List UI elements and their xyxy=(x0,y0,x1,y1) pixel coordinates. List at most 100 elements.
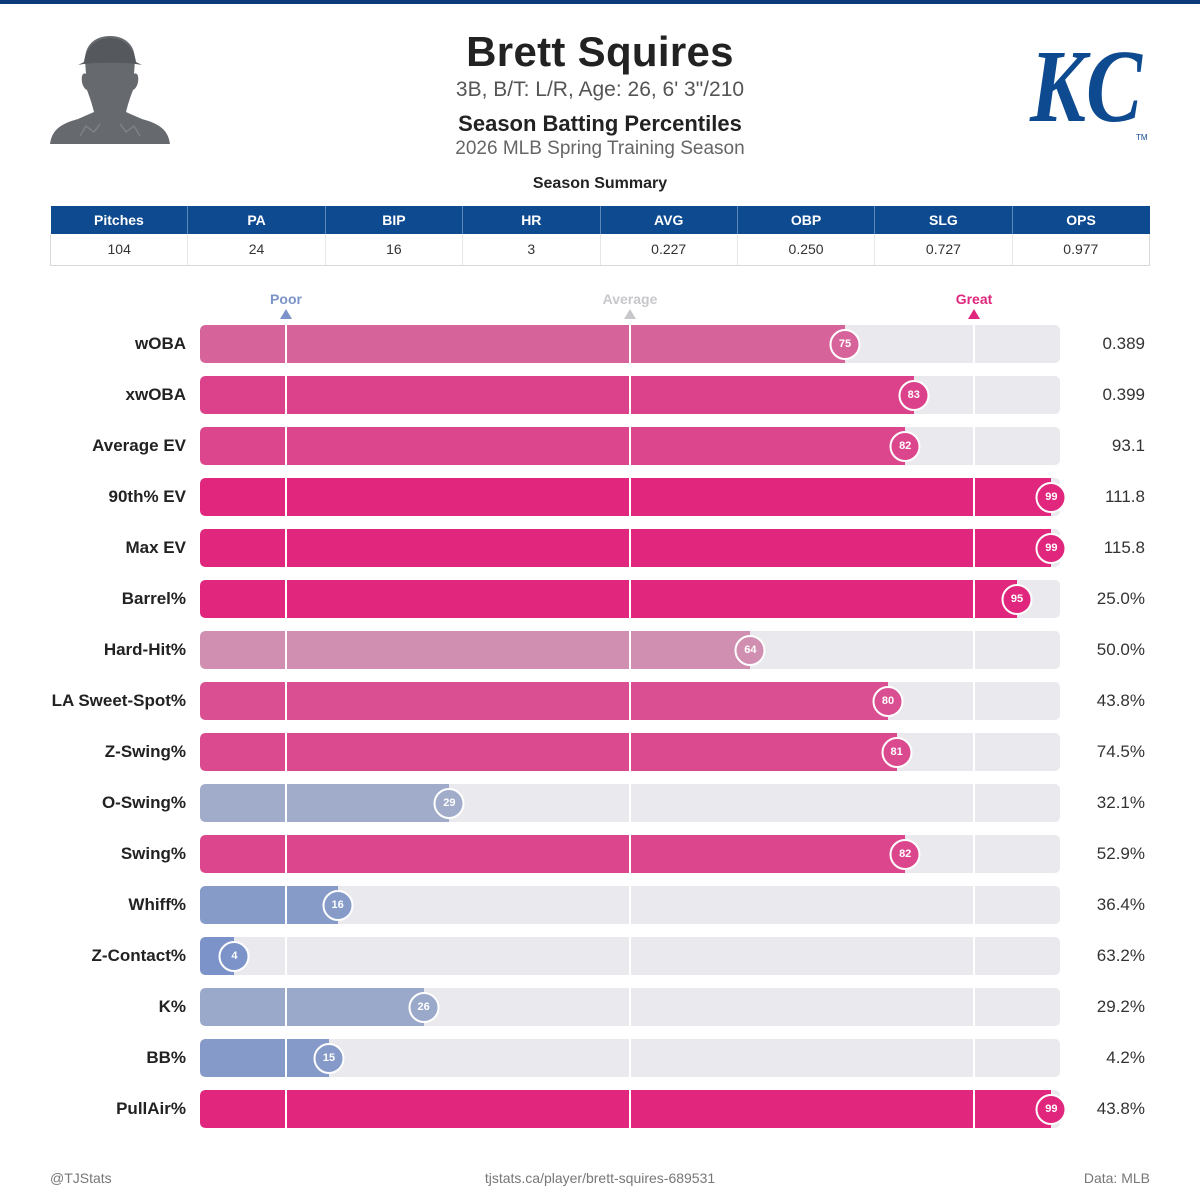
stat-value: 43.8% xyxy=(1096,1099,1145,1118)
percentile-badge: 75 xyxy=(829,328,861,360)
stat-label: K% xyxy=(158,997,186,1016)
footer-source: Data: MLB xyxy=(1083,1170,1150,1186)
summary-header-row: Pitches PA BIP HR AVG OBP SLG OPS xyxy=(50,206,1150,234)
team-logo-tm: TM xyxy=(1136,133,1148,142)
reference-gridline xyxy=(629,988,631,1026)
stat-value: 63.2% xyxy=(1096,946,1145,965)
reference-gridline xyxy=(629,631,631,669)
summary-header-slg: SLG xyxy=(874,206,1013,234)
summary-header-pa: PA xyxy=(187,206,326,234)
stat-value: 111.8 xyxy=(1104,487,1145,506)
percentile-track xyxy=(200,682,1060,720)
reference-gridline xyxy=(285,376,287,414)
percentile-badge: 83 xyxy=(898,379,930,411)
stat-label: PullAir% xyxy=(116,1099,186,1118)
percentile-track xyxy=(200,733,1060,771)
stat-value: 74.5% xyxy=(1096,742,1145,761)
percentile-bar xyxy=(200,631,751,669)
percentile-bar xyxy=(200,529,1052,567)
reference-gridline xyxy=(629,733,631,771)
stat-value: 4.2% xyxy=(1106,1048,1145,1067)
reference-gridline xyxy=(285,988,287,1026)
stat-value: 50.0% xyxy=(1096,640,1145,659)
reference-gridline xyxy=(629,1039,631,1077)
reference-gridline xyxy=(973,988,975,1026)
percentile-badge: 99 xyxy=(1035,481,1067,513)
legend-average-label: Average xyxy=(602,291,658,307)
footer-url: tjstats.ca/player/brett-squires-689531 xyxy=(484,1170,716,1186)
percentile-bar xyxy=(200,886,338,924)
reference-gridline xyxy=(973,784,975,822)
stat-value: 52.9% xyxy=(1096,844,1145,863)
stat-label: Swing% xyxy=(120,844,186,863)
reference-gridline xyxy=(973,325,975,363)
percentile-track xyxy=(200,427,1060,465)
stat-value: 0.389 xyxy=(1102,334,1145,353)
reference-gridline xyxy=(973,478,975,516)
percentile-badge: 29 xyxy=(433,787,465,819)
summary-value-slg: 0.727 xyxy=(874,234,1013,266)
reference-gridline xyxy=(629,784,631,822)
reference-gridline xyxy=(629,478,631,516)
percentile-track xyxy=(200,529,1060,567)
stat-label: Z-Contact% xyxy=(91,946,186,965)
chart-heading: Season Batting Percentiles xyxy=(458,111,742,136)
legend-average-marker-icon xyxy=(624,309,636,319)
reference-gridline xyxy=(973,1090,975,1128)
summary-value-hr: 3 xyxy=(462,234,601,266)
stat-label: Z-Swing% xyxy=(104,742,186,761)
reference-gridline xyxy=(285,478,287,516)
percentile-track xyxy=(200,580,1060,618)
stat-label: BB% xyxy=(146,1048,186,1067)
percentile-bar xyxy=(200,1039,329,1077)
reference-gridline xyxy=(285,1090,287,1128)
percentile-track xyxy=(200,1090,1060,1128)
summary-header-hr: HR xyxy=(462,206,601,234)
reference-gridline xyxy=(973,580,975,618)
summary-value-obp: 0.250 xyxy=(737,234,876,266)
reference-gridline xyxy=(285,1039,287,1077)
stat-value: 43.8% xyxy=(1096,691,1145,710)
season-label: 2026 MLB Spring Training Season xyxy=(455,138,745,159)
percentile-bar xyxy=(200,988,424,1026)
reference-gridline xyxy=(973,733,975,771)
reference-gridline xyxy=(629,529,631,567)
summary-value-pa: 24 xyxy=(187,234,326,266)
stat-value: 25.0% xyxy=(1096,589,1145,608)
player-name: Brett Squires xyxy=(466,28,734,75)
team-logo-text: KC xyxy=(1029,29,1143,144)
percentile-bar xyxy=(200,835,906,873)
percentile-bar xyxy=(200,784,450,822)
reference-gridline xyxy=(285,886,287,924)
reference-gridline xyxy=(285,325,287,363)
percentile-bar xyxy=(200,376,914,414)
percentile-badge: 99 xyxy=(1035,1093,1067,1125)
percentile-bar xyxy=(200,325,845,363)
stat-label: Barrel% xyxy=(121,589,186,608)
stat-value: 32.1% xyxy=(1096,793,1145,812)
stat-label: O-Swing% xyxy=(101,793,186,812)
stat-label: Average EV xyxy=(92,436,186,455)
stat-value: 93.1 xyxy=(1111,436,1145,455)
percentile-badge: 81 xyxy=(881,736,913,768)
reference-gridline xyxy=(285,631,287,669)
season-summary-table: Pitches PA BIP HR AVG OBP SLG OPS 104 24… xyxy=(49,206,1151,266)
reference-gridline xyxy=(629,325,631,363)
reference-gridline xyxy=(973,529,975,567)
summary-header-avg: AVG xyxy=(600,206,738,234)
reference-gridline xyxy=(629,1090,631,1128)
stat-label: LA Sweet-Spot% xyxy=(51,691,186,710)
stat-value: 0.399 xyxy=(1102,385,1145,404)
legend-poor-label: Poor xyxy=(270,291,302,307)
percentile-badge: 82 xyxy=(889,838,921,870)
reference-gridline xyxy=(973,376,975,414)
reference-gridline xyxy=(285,682,287,720)
percentile-badge: 95 xyxy=(1001,583,1033,615)
stat-value: 29.2% xyxy=(1096,997,1145,1016)
reference-gridline xyxy=(285,529,287,567)
percentile-badge: 15 xyxy=(313,1042,345,1074)
percentile-badge: 26 xyxy=(408,991,440,1023)
percentile-track xyxy=(200,325,1060,363)
reference-gridline xyxy=(285,835,287,873)
